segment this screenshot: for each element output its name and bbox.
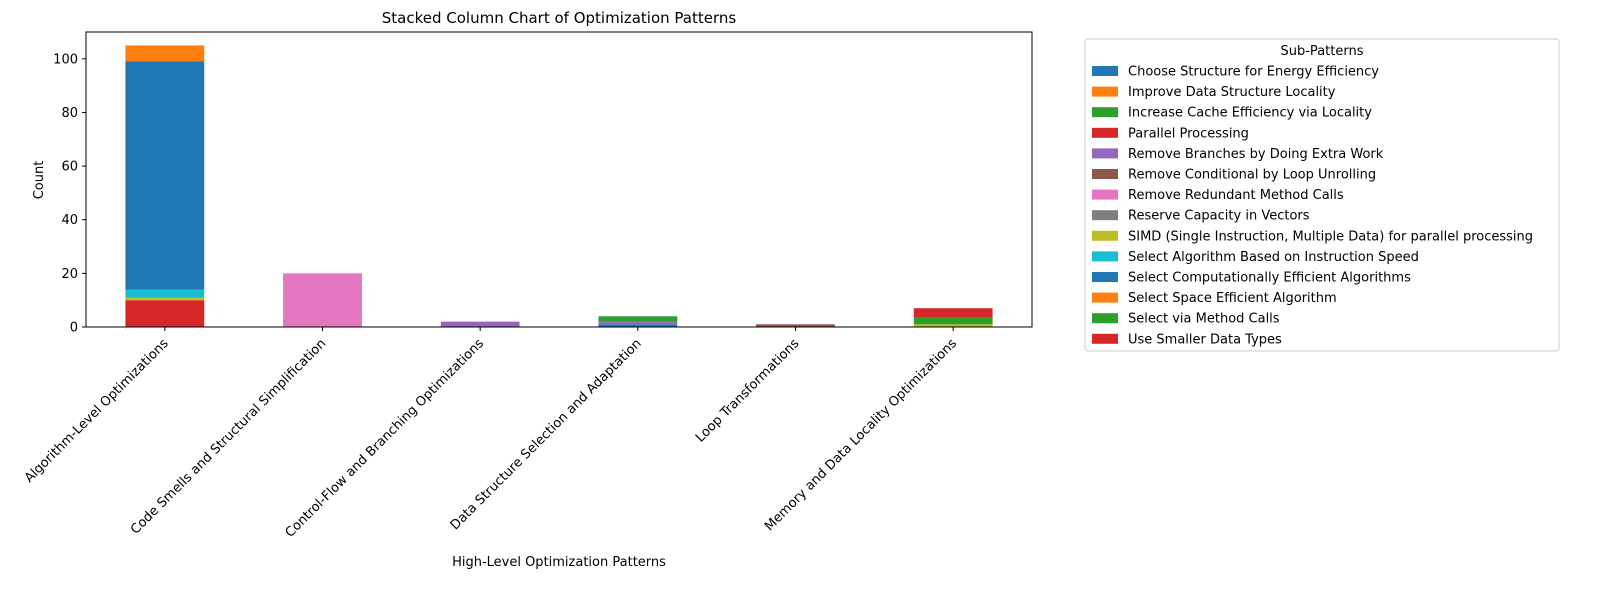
legend: Sub-Patterns Choose Structure for Energy… xyxy=(1084,38,1560,352)
legend-label: Choose Structure for Energy Efficiency xyxy=(1128,65,1379,80)
bar-segment xyxy=(125,289,205,298)
y-axis: 0 20 40 60 80 100 xyxy=(53,52,86,336)
legend-label: Remove Conditional by Loop Unrolling xyxy=(1128,168,1376,183)
legend-swatch xyxy=(1092,210,1118,221)
legend-item: Use Smaller Data Types xyxy=(1092,332,1282,347)
y-tick-label: 80 xyxy=(61,106,78,121)
legend-swatch xyxy=(1092,251,1118,262)
bar-segment xyxy=(913,317,993,325)
legend-item: Remove Conditional by Loop Unrolling xyxy=(1092,168,1376,183)
legend-swatch xyxy=(1092,313,1118,324)
legend-item: Parallel Processing xyxy=(1092,126,1249,141)
bar-segment xyxy=(913,308,993,318)
bar-segment xyxy=(598,324,678,327)
legend-item: Remove Branches by Doing Extra Work xyxy=(1092,147,1384,162)
y-tick-label: 20 xyxy=(61,267,78,282)
legend-label: Parallel Processing xyxy=(1128,126,1249,141)
x-tick-label: Loop Transformations xyxy=(693,336,802,445)
legend-swatch xyxy=(1092,66,1118,76)
legend-item: Increase Cache Efficiency via Locality xyxy=(1092,106,1372,121)
legend-item: Choose Structure for Energy Efficiency xyxy=(1092,65,1379,80)
legend-label: SIMD (Single Instruction, Multiple Data)… xyxy=(1128,229,1533,244)
legend-swatch xyxy=(1092,86,1118,97)
legend-swatch xyxy=(1092,107,1118,118)
legend-swatch xyxy=(1092,148,1118,159)
legend-label: Use Smaller Data Types xyxy=(1128,332,1282,347)
bar-segment xyxy=(125,300,205,327)
legend-swatch xyxy=(1092,333,1118,344)
legend-label: Improve Data Structure Locality xyxy=(1128,85,1336,100)
bar-segment xyxy=(598,316,678,322)
legend-items: Choose Structure for Energy Efficiency Im… xyxy=(1092,65,1533,347)
y-axis-label: Count xyxy=(32,161,47,200)
legend-label: Select Algorithm Based on Instruction Sp… xyxy=(1128,250,1419,265)
legend-swatch xyxy=(1092,272,1118,282)
bar-segment xyxy=(125,45,205,62)
legend-item: Remove Redundant Method Calls xyxy=(1092,188,1344,203)
bar-segment xyxy=(913,324,993,327)
bar-segment xyxy=(125,297,205,301)
legend-label: Select Computationally Efficient Algorit… xyxy=(1128,271,1411,286)
y-tick-label: 100 xyxy=(53,52,78,67)
bar-segment xyxy=(283,273,362,327)
legend-label: Remove Branches by Doing Extra Work xyxy=(1128,147,1384,162)
legend-swatch xyxy=(1092,189,1118,200)
legend-item: Select Algorithm Based on Instruction Sp… xyxy=(1092,250,1419,265)
legend-swatch xyxy=(1092,230,1118,241)
x-tick-label: Data Structure Selection and Adaptation xyxy=(448,336,645,533)
x-tick-label: Code Smells and Structural Simplificatio… xyxy=(128,336,329,537)
legend-item: Reserve Capacity in Vectors xyxy=(1092,209,1310,224)
legend-item: SIMD (Single Instruction, Multiple Data)… xyxy=(1092,229,1533,244)
bar-segment xyxy=(125,61,205,290)
bars-layer xyxy=(125,45,993,327)
legend-item: Select Computationally Efficient Algorit… xyxy=(1092,271,1411,286)
legend-item: Select Space Efficient Algorithm xyxy=(1092,291,1337,306)
x-axis-label: High-Level Optimization Patterns xyxy=(452,555,666,570)
legend-title: Sub-Patterns xyxy=(1281,44,1364,59)
plot-area-frame xyxy=(85,31,1033,328)
bar-segment xyxy=(756,324,835,327)
chart-title: Stacked Column Chart of Optimization Pat… xyxy=(382,9,737,27)
legend-item: Select via Method Calls xyxy=(1092,312,1280,327)
legend-swatch xyxy=(1092,292,1118,303)
x-tick-label: Control-Flow and Branching Optimizations xyxy=(283,336,488,541)
legend-label: Increase Cache Efficiency via Locality xyxy=(1128,106,1372,121)
legend-label: Select via Method Calls xyxy=(1128,312,1280,327)
y-tick-label: 0 xyxy=(70,321,78,336)
legend-label: Reserve Capacity in Vectors xyxy=(1128,209,1310,224)
legend-item: Improve Data Structure Locality xyxy=(1092,85,1336,100)
legend-swatch xyxy=(1092,127,1118,138)
legend-frame xyxy=(1084,38,1560,352)
x-tick-label: Memory and Data Locality Optimizations xyxy=(762,336,960,534)
legend-swatch xyxy=(1092,169,1118,179)
y-tick-label: 60 xyxy=(61,160,78,175)
x-tick-label: Algorithm-Level Optimizations xyxy=(22,336,172,486)
bar-segment xyxy=(598,321,678,325)
bar-segment xyxy=(440,321,520,327)
legend-label: Select Space Efficient Algorithm xyxy=(1128,291,1337,306)
legend-label: Remove Redundant Method Calls xyxy=(1128,188,1344,203)
y-tick-label: 40 xyxy=(61,213,78,228)
